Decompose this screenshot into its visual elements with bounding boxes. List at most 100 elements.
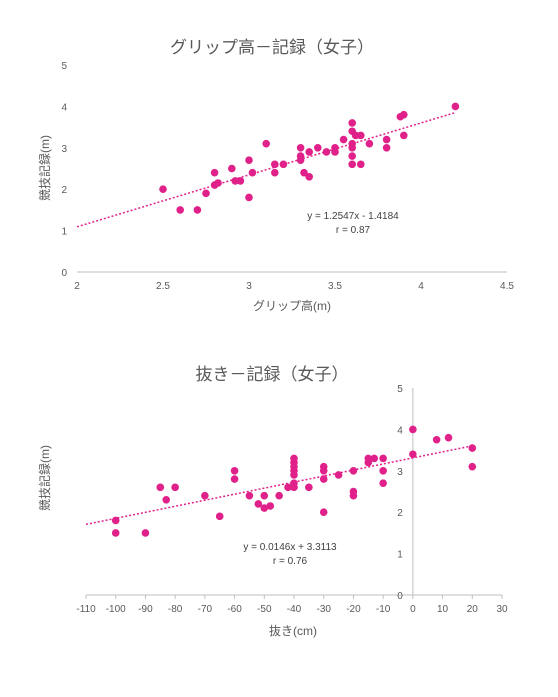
data-point [348,119,357,127]
chart-2-equation: y = 0.0146x + 3.3113 [243,542,337,553]
x-tick-label: 0 [410,604,416,615]
data-point [348,152,357,160]
data-point [382,135,391,144]
x-tick-label: -10 [376,604,391,615]
data-point [379,467,387,475]
y-tick-label: 4 [397,425,403,436]
data-point [319,475,328,483]
data-point [228,164,236,173]
data-point [319,508,328,516]
data-point [400,110,408,119]
chart-2-y-label: 競技記録(m) [37,445,52,511]
data-point [201,491,209,500]
chart-1-x-label: グリップ高(m) [253,298,331,313]
data-point [339,135,348,144]
data-point [400,131,408,140]
data-point [284,483,292,492]
x-tick-label: 3 [246,281,252,292]
data-point [348,160,357,169]
data-point [262,139,271,148]
data-point [364,458,373,467]
x-tick-label: 2 [74,281,80,292]
data-point [245,491,254,500]
chart-1-points [159,102,460,214]
data-point [409,450,417,459]
data-point [215,512,224,521]
x-tick-label: -30 [316,604,331,615]
data-point [379,454,387,463]
x-tick-label: -80 [168,604,183,615]
data-point [248,168,257,177]
data-point [260,491,269,500]
y-tick-label: 0 [397,591,403,602]
data-point [349,491,358,500]
x-tick-label: 4 [418,281,424,292]
y-tick-label: 1 [397,550,403,561]
data-point [468,444,477,452]
chart-1-y-label: 競技記録(m) [37,135,52,201]
chart-grip-height: グリップ高－記録（女子） 2 2.5 3 3.5 4 4.5 0 1 2 3 4 5 y = 1.2… [37,38,514,313]
data-point [382,144,391,152]
data-point [230,475,239,483]
data-point [202,189,210,198]
data-point [254,500,263,508]
chart-2-y-ticks: 0 1 2 3 4 5 [397,384,403,602]
data-point [296,156,305,165]
data-point [111,529,120,537]
x-tick-label: -20 [346,604,361,615]
x-tick-label: 30 [496,604,508,615]
y-tick-label: 4 [61,102,67,113]
data-point [319,467,328,475]
data-point [451,102,460,111]
data-point [468,462,477,471]
x-tick-label: -90 [138,604,153,615]
data-point [334,471,343,479]
x-tick-label: -100 [106,604,126,615]
chart-1-x-ticks: 2 2.5 3 3.5 4 4.5 [74,281,514,292]
y-tick-label: 3 [397,467,403,478]
data-point [305,483,313,492]
data-point [271,160,279,169]
y-tick-label: 5 [397,384,403,395]
chart-1-r-value: r = 0.87 [336,225,371,236]
x-tick-label: -70 [198,604,213,615]
data-point [348,144,357,152]
data-point [210,168,219,177]
data-point [290,483,298,492]
data-point [305,148,314,156]
data-point [409,425,417,434]
data-point [156,483,165,492]
data-point [275,491,283,500]
y-tick-label: 3 [61,144,67,155]
chart-pull-out: 抜き－記録（女子） -110 -100 -90 -80 -70 -60 -50 -40 -30-… [37,365,508,638]
data-point [260,504,269,512]
data-point [365,139,374,148]
x-tick-label: -40 [287,604,302,615]
data-point [322,148,331,156]
chart-1-y-ticks: 0 1 2 3 4 5 [61,61,67,279]
data-point [245,156,253,165]
data-point [141,529,150,537]
data-point [379,479,387,488]
data-point [171,483,179,492]
data-point [162,495,171,504]
x-tick-label: 10 [437,604,449,615]
x-tick-label: -60 [227,604,242,615]
data-point [314,144,322,152]
x-tick-label: 2.5 [156,281,170,292]
y-tick-label: 2 [397,508,403,519]
data-point [296,144,305,152]
data-point [236,177,245,185]
data-point [349,467,358,475]
chart-1-title: グリップ高－記録（女子） [170,38,374,57]
data-point [193,206,202,214]
x-tick-label: -50 [257,604,272,615]
data-point [230,467,239,475]
x-tick-label: -110 [76,604,96,615]
data-point [245,193,253,202]
y-tick-label: 2 [61,185,67,196]
data-point [271,168,279,177]
y-tick-label: 0 [61,268,67,279]
x-tick-label: 3.5 [328,281,342,292]
